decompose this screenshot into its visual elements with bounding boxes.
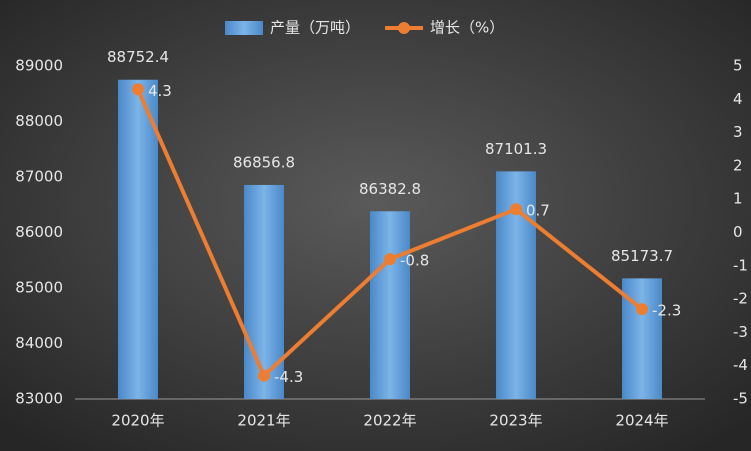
legend-label: 产量（万吨） [270, 19, 360, 37]
legend-swatch [398, 22, 411, 34]
y2-tick-label: -1 [733, 256, 748, 274]
y2-tick-label: 4 [733, 90, 743, 108]
y2-tick-label: -3 [733, 323, 748, 341]
line-point [132, 83, 144, 96]
y2-tick-label: 3 [733, 123, 743, 141]
y2-tick-label: -5 [733, 390, 748, 408]
y2-tick-label: 2 [733, 156, 743, 174]
y-tick-label: 87000 [15, 168, 63, 186]
y-tick-label: 84000 [15, 334, 63, 352]
x-tick-label: 2022年 [363, 412, 416, 430]
line-point [636, 303, 648, 316]
line-value-label: -2.3 [652, 302, 681, 320]
bar-value-label: 87101.3 [485, 140, 547, 158]
y-tick-label: 83000 [15, 390, 63, 408]
bar-value-label: 88752.4 [107, 48, 169, 66]
y-tick-label: 89000 [15, 57, 63, 75]
y-tick-label: 85000 [15, 279, 63, 297]
y2-tick-label: 5 [733, 57, 743, 75]
bar-value-label: 85173.7 [611, 247, 673, 265]
x-tick-label: 2021年 [237, 412, 290, 430]
legend-label: 增长（%） [430, 19, 504, 37]
bar [244, 184, 284, 399]
y-tick-label: 88000 [15, 112, 63, 130]
y2-tick-label: -4 [733, 356, 748, 374]
line-point [384, 253, 396, 266]
line-value-label: 0.7 [526, 202, 550, 220]
x-tick-label: 2023年 [489, 412, 542, 430]
line-value-label: -0.8 [400, 252, 429, 270]
y-tick-label: 86000 [15, 223, 63, 241]
line-value-label: -4.3 [274, 368, 303, 386]
y2-tick-label: 0 [733, 223, 743, 241]
bar-value-label: 86856.8 [233, 153, 295, 171]
y2-tick-label: 1 [733, 190, 743, 208]
line-value-label: 4.3 [148, 82, 172, 100]
bar [370, 211, 410, 399]
x-tick-label: 2020年 [111, 412, 164, 430]
y2-tick-label: -2 [733, 290, 748, 308]
bar [118, 79, 158, 400]
line-point [258, 369, 270, 382]
bar-value-label: 86382.8 [359, 180, 421, 198]
line-point [510, 203, 522, 216]
x-tick-label: 2024年 [615, 412, 668, 430]
legend-swatch [225, 21, 263, 35]
